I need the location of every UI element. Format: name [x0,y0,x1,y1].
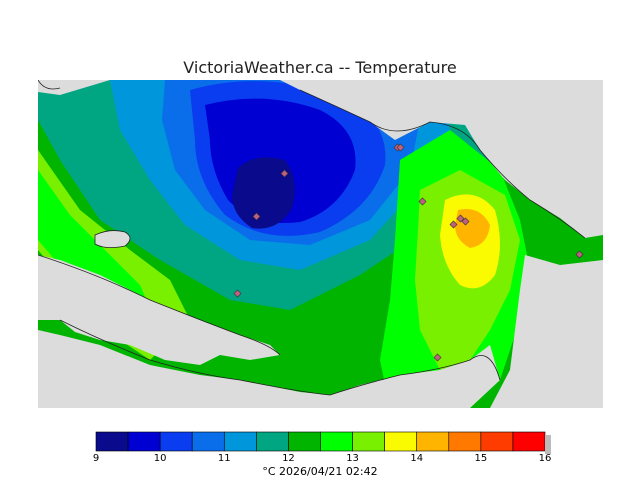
station-marker[interactable] [418,197,427,206]
caption: °C 2026/04/21 02:42 [0,465,640,478]
legend-swatch [127,431,161,452]
legend-tick-label: 15 [474,453,487,464]
station-markers [233,143,584,362]
legend-tick-label: 12 [282,453,295,464]
station-marker[interactable] [280,169,289,178]
legend-swatch [223,431,257,452]
color-legend [95,431,551,454]
station-marker[interactable] [396,143,405,152]
station-marker[interactable] [461,217,470,226]
coastlines [38,80,586,396]
temperature-field [38,80,603,408]
legend-labels: 9 10 11 12 13 14 15 16 [93,453,552,464]
legend-shadow [545,435,551,454]
station-marker[interactable] [575,250,584,259]
timestamp: 2026/04/21 02:42 [279,465,378,478]
band-9-9-5 [232,157,295,229]
station-marker[interactable] [433,353,442,362]
legend-swatch [320,431,353,452]
legend-swatch [95,431,129,452]
unit-label: °C [262,465,276,478]
map-title: VictoriaWeather.ca -- Temperature [183,58,457,77]
legend-tick-label: 10 [154,453,167,464]
legend-swatch [159,431,193,452]
legend-tick-label: 11 [218,453,231,464]
legend-swatch [352,431,385,452]
legend-swatch [288,431,321,452]
legend-swatch [480,431,514,452]
legend-swatch [384,431,418,452]
water-mask [38,80,603,408]
legend-tick-label: 14 [410,453,423,464]
legend-tick-label: 13 [346,453,359,464]
legend-swatch [416,431,450,452]
legend-swatch [191,431,225,452]
station-marker[interactable] [233,289,242,298]
legend-swatch [256,431,289,452]
station-marker[interactable] [456,214,465,223]
legend-swatch [512,431,546,452]
legend-swatch [448,431,482,452]
legend-tick-label: 9 [93,453,99,464]
legend-tick-label: 16 [539,453,552,464]
station-marker[interactable] [252,212,261,221]
station-marker[interactable] [449,220,458,229]
